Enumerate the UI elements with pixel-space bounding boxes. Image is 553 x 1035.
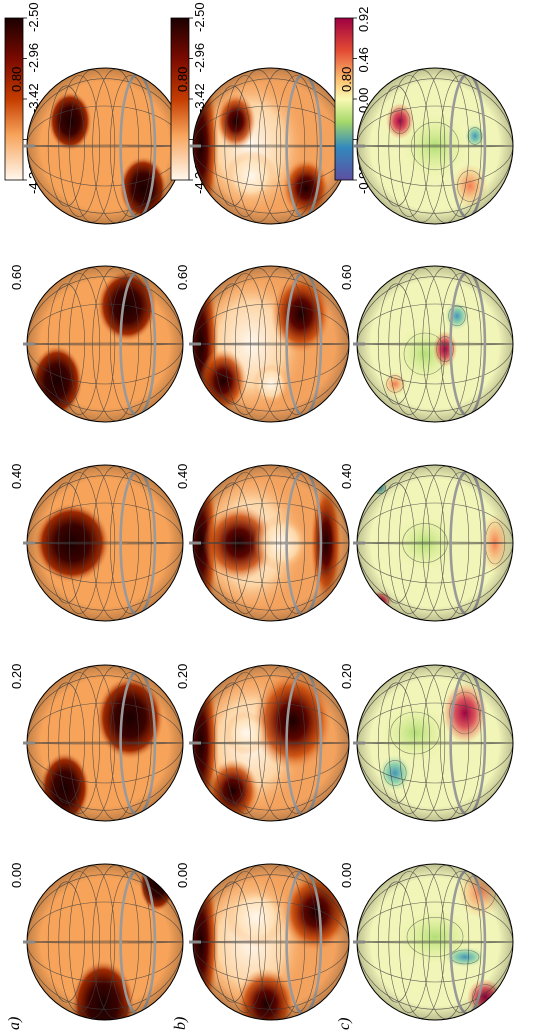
panel-row-c: c)0.920.460.00-0.46-0.920.000.200.400.60… [334, 7, 514, 1030]
panel-row-a: a)-2.50-2.96-3.42-3.88-4.340.000.200.400… [4, 2, 184, 1030]
phase-label: 0.40 [339, 464, 354, 489]
phase-label: 0.00 [9, 863, 24, 888]
colorbar-tick-label: 0.46 [356, 47, 371, 72]
phase-label: 0.80 [175, 67, 190, 92]
sphere-phase-4: 0.80 [339, 67, 514, 225]
sphere-phase-4: 0.80 [9, 67, 184, 225]
colorbar: -2.50-2.96-3.42-3.88-4.34 [170, 2, 207, 194]
sphere-phase-3: 0.60 [9, 265, 184, 423]
colorbar-tick-label: -2.96 [192, 43, 207, 73]
colorbar-bar [334, 17, 354, 181]
colorbar-tick-label: -2.96 [26, 43, 41, 73]
sphere-phase-2: 0.40 [175, 464, 350, 622]
sphere-phase-1: 0.20 [175, 664, 350, 822]
phase-label: 0.20 [339, 664, 354, 689]
phase-label: 0.60 [175, 265, 190, 290]
panel-label: c) [336, 1018, 353, 1030]
phase-label: 0.60 [339, 265, 354, 290]
colorbar-tick-label: -3.42 [26, 83, 41, 113]
sphere-phase-1: 0.20 [9, 664, 184, 822]
phase-label: 0.40 [175, 464, 190, 489]
phase-label: 0.20 [9, 664, 24, 689]
phase-label: 0.00 [175, 863, 190, 888]
panel-label: a) [6, 1017, 23, 1030]
colorbar: 0.920.460.00-0.46-0.92 [334, 7, 371, 194]
colorbar-bar [170, 17, 190, 181]
phase-label: 0.00 [339, 863, 354, 888]
sphere-phase-0: 0.00 [9, 863, 184, 1021]
sphere-phase-3: 0.60 [175, 265, 350, 423]
sphere-phase-1: 0.20 [339, 664, 514, 822]
sphere-phase-4: 0.80 [175, 67, 350, 225]
phase-label: 0.40 [9, 464, 24, 489]
colorbar-bar [4, 17, 24, 181]
phase-label: 0.80 [9, 67, 24, 92]
phase-label: 0.20 [175, 664, 190, 689]
colorbar-tick-label: -3.42 [192, 83, 207, 113]
sphere-phase-0: 0.00 [175, 863, 350, 1021]
panel-label: b) [172, 1017, 189, 1030]
surface-feature [27, 596, 45, 620]
surface-feature [27, 469, 47, 493]
sphere-phase-0: 0.00 [339, 863, 514, 1021]
colorbar-tick-label: 0.92 [356, 7, 371, 32]
phase-label: 0.80 [339, 67, 354, 92]
sphere-phase-2: 0.40 [339, 464, 514, 622]
colorbar-tick-label: -2.50 [26, 2, 41, 32]
phase-label: 0.60 [9, 265, 24, 290]
sphere-phase-2: 0.40 [9, 464, 184, 622]
sphere-phase-3: 0.60 [339, 265, 514, 423]
panel-row-b: b)-2.50-2.96-3.42-3.88-4.340.000.200.400… [170, 2, 350, 1030]
colorbar-tick-label: -2.50 [192, 2, 207, 32]
